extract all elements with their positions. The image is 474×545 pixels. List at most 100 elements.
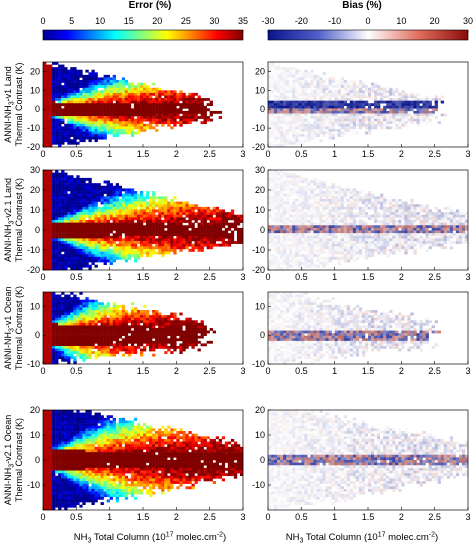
heatmap-cell (43, 95, 47, 99)
heatmap-cell (118, 193, 123, 197)
heatmap-cell (124, 128, 129, 132)
heatmap-cell (52, 222, 56, 226)
heatmap-cell (203, 217, 207, 221)
heatmap-cell (161, 243, 165, 247)
heatmap-cell (91, 262, 95, 265)
heatmap-cell (286, 98, 290, 101)
heatmap-cell (106, 191, 110, 194)
heatmap-cell (185, 201, 189, 205)
heatmap-cell (355, 98, 360, 101)
heatmap-cell (170, 118, 174, 122)
heatmap-cell (215, 233, 220, 237)
heatmap-cell (313, 225, 317, 229)
heatmap-cell (277, 191, 281, 194)
heatmap-cell (112, 259, 116, 263)
heatmap-cell (310, 191, 314, 194)
heatmap-cell (280, 87, 284, 91)
heatmap-cell (283, 77, 287, 81)
heatmap-cell (310, 241, 314, 244)
heatmap-cell (70, 233, 74, 237)
heatmap-cell (164, 121, 168, 125)
heatmap-cell (389, 108, 393, 112)
heatmap-cell (43, 108, 47, 112)
heatmap-cell (230, 230, 235, 234)
heatmap-cell (82, 103, 86, 107)
heatmap-cell (133, 131, 138, 135)
heatmap-cell (94, 113, 98, 117)
heatmap-cell (97, 108, 101, 112)
heatmap-cell (97, 95, 101, 99)
heatmap-cell (133, 217, 138, 221)
heatmap-cell (328, 238, 332, 242)
heatmap-cell (130, 201, 135, 205)
heatmap-cell (283, 105, 287, 109)
heatmap-cell (277, 227, 281, 231)
heatmap-cell (70, 214, 74, 218)
heatmap-cell (49, 198, 53, 202)
heatmap-cell (437, 98, 441, 101)
heatmap-cell (76, 267, 80, 271)
heatmap-cell (61, 90, 65, 94)
x-tick-label: 0.5 (70, 272, 83, 282)
heatmap-cell (334, 108, 338, 112)
heatmap-cell (280, 246, 284, 250)
heatmap-cell (79, 118, 83, 122)
heatmap-cell (82, 180, 86, 184)
heatmap-cell (85, 227, 89, 231)
heatmap-cell (73, 235, 77, 239)
heatmap-cell (58, 90, 62, 94)
heatmap-cell (82, 123, 86, 127)
heatmap-cell (194, 204, 198, 208)
heatmap-cell (295, 113, 299, 117)
heatmap-cell (428, 103, 432, 107)
heatmap-cell (292, 139, 296, 143)
heatmap-cell (152, 87, 156, 91)
heatmap-cell (70, 123, 74, 127)
heatmap-cell (313, 243, 317, 247)
heatmap-cell (49, 90, 53, 94)
heatmap-cell (325, 222, 329, 226)
heatmap-cell (152, 206, 156, 210)
heatmap-cell (103, 128, 107, 132)
heatmap-cell (197, 246, 201, 250)
heatmap-cell (310, 95, 314, 99)
heatmap-cell (268, 82, 272, 86)
heatmap-cell (233, 222, 238, 226)
heatmap-cell (349, 193, 354, 197)
heatmap-cell (49, 230, 53, 234)
heatmap-cell (316, 77, 320, 81)
heatmap-cell (346, 204, 351, 208)
heatmap-cell (112, 196, 116, 200)
heatmap-cell (277, 108, 281, 112)
heatmap-cell (158, 110, 162, 114)
heatmap-cell (295, 230, 299, 234)
heatmap-cell (115, 90, 120, 94)
heatmap-cell (115, 121, 120, 125)
heatmap-cell (310, 188, 314, 192)
heatmap-cell (115, 92, 120, 96)
heatmap-cell (143, 235, 147, 239)
heatmap-cell (337, 100, 341, 104)
heatmap-cell (139, 251, 144, 255)
heatmap-cell (133, 227, 138, 231)
heatmap-cell (304, 139, 308, 143)
heatmap-cell (295, 69, 299, 73)
heatmap-cell (268, 230, 272, 234)
heatmap-cell (46, 123, 50, 127)
heatmap-cell (313, 206, 317, 210)
heatmap-cell (283, 118, 287, 122)
heatmap-cell (79, 206, 83, 210)
heatmap-cell (268, 144, 272, 148)
heatmap-cell (73, 233, 77, 237)
heatmap-cell (115, 118, 120, 122)
heatmap-cell (236, 214, 241, 218)
heatmap-cell (130, 128, 135, 132)
heatmap-cell (103, 248, 107, 252)
heatmap-cell (301, 105, 305, 109)
heatmap-cell (76, 118, 80, 122)
heatmap-cell (304, 262, 308, 265)
heatmap-cell (271, 62, 275, 65)
heatmap-cell (136, 256, 141, 260)
heatmap-cell (298, 217, 302, 221)
heatmap-cell (239, 220, 244, 223)
